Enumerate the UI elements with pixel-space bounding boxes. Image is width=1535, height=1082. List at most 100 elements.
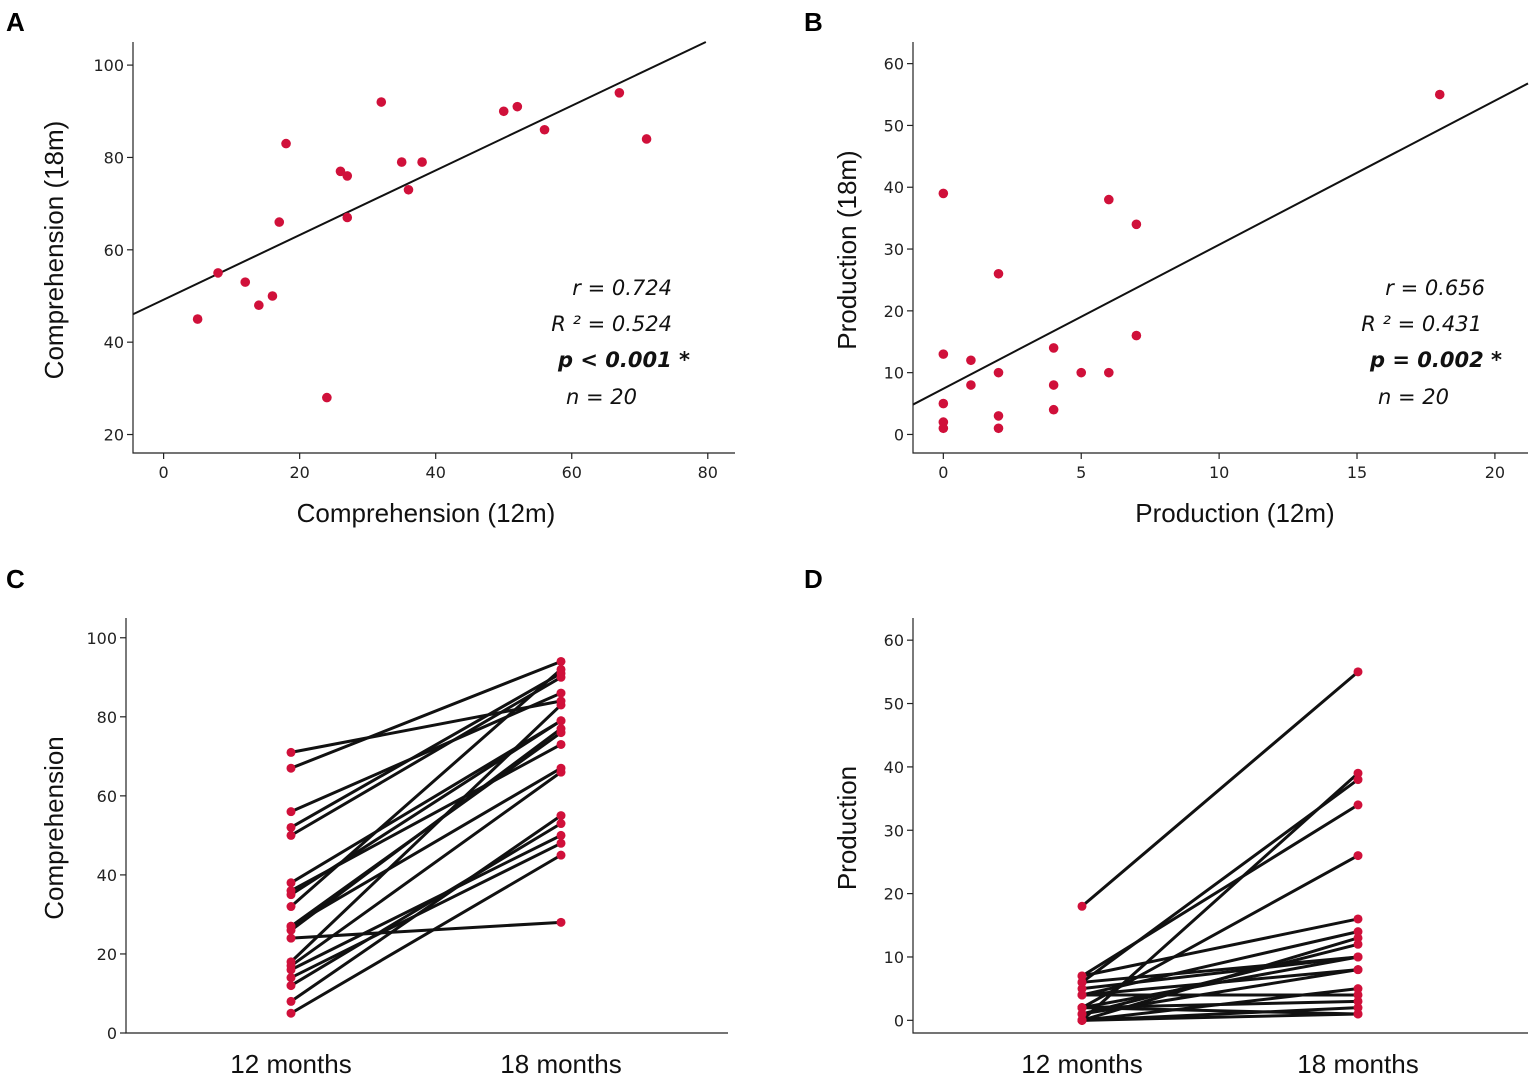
panel-d-category-12-months: 12 months (1021, 1049, 1142, 1079)
panel-d-point-18-months (1353, 914, 1363, 924)
panel-b-data-point (993, 268, 1004, 279)
panel-a-data-point (322, 392, 332, 403)
panel-b-data-point (993, 367, 1004, 378)
panel-d-y-tick-label: 30 (884, 821, 904, 840)
panel-b-data-point (993, 411, 1004, 421)
panel-b-points (938, 89, 1445, 434)
panel-d-point-12-months (1077, 971, 1087, 981)
panel-d-subject-line (1080, 670, 1360, 908)
panel-a-data-point (342, 212, 353, 223)
panel-d-subject-line (1080, 803, 1360, 978)
panel-b-n-stat: n = 20 (1378, 385, 1449, 409)
panel-c-point-18-months (556, 728, 566, 738)
panel-c-subject-line (289, 719, 563, 885)
panel-b-axes (912, 42, 1528, 454)
panel-d: D 0 10 20 30 40 50 60 12 months 18 months Prod… (804, 564, 1528, 1079)
panel-c-points (286, 656, 566, 1018)
panel-c-point-18-months (556, 688, 566, 698)
panel-b-y-tick-label: 20 (884, 302, 904, 321)
panel-b-data-point (938, 423, 949, 434)
panel-c-point-18-months (556, 917, 566, 927)
panel-a-data-point (267, 291, 278, 301)
panel-c-lines (289, 659, 563, 1015)
panel-b-data-point (993, 423, 1004, 434)
panel-c-y-tick-label: 100 (86, 629, 117, 648)
panel-c-point-12-months (286, 807, 296, 817)
panel-c-point-18-months (556, 850, 566, 860)
panel-b-data-point (1048, 380, 1059, 390)
panel-c-point-18-months (556, 838, 566, 848)
panel-b-data-point (938, 398, 949, 409)
panel-a-data-point (192, 314, 203, 324)
panel-letter-c: C (6, 564, 25, 594)
panel-c-point-18-months (556, 668, 566, 678)
panel-d-y-tick-label: 20 (884, 885, 904, 904)
panel-c: C 0 20 40 60 80 100 12 months 18 months Compr… (6, 564, 728, 1079)
panel-d-y-tick-label: 50 (884, 695, 904, 714)
panel-c-subject-line (289, 671, 563, 829)
panel-d-point-12-months (1077, 1003, 1087, 1013)
panel-c-subject-line (289, 742, 563, 893)
panel-b-data-point (1104, 367, 1114, 378)
panel-a-x-tick-label: 0 (159, 463, 169, 482)
panel-c-subject-line (289, 766, 563, 928)
panel-d-subject-line (1080, 917, 1360, 978)
panel-d-category-18-months: 18 months (1297, 1049, 1418, 1079)
panel-b-y-tick-label: 60 (884, 55, 904, 74)
panel-a-data-point (512, 101, 523, 112)
panel-b-x-tick-label: 10 (1209, 463, 1229, 482)
panel-b-y-tick-label: 50 (884, 116, 904, 135)
panel-b: B 0 10 20 30 40 50 60 0 5 10 15 20 Production (12m)… (804, 7, 1529, 528)
panel-d-subject-line (1080, 1006, 1360, 1016)
panel-c-point-12-months (286, 878, 296, 888)
panel-b-data-point (1131, 330, 1142, 341)
panel-a-y-tick-label: 100 (93, 56, 124, 75)
panel-a-data-point (498, 106, 509, 117)
panel-b-ticks: 0 10 20 30 40 50 60 0 5 10 15 20 (884, 55, 1505, 482)
panel-c-point-12-months (286, 1008, 296, 1018)
panel-b-data-point (966, 380, 976, 390)
panel-c-subject-line (289, 770, 563, 968)
panel-a-points (192, 87, 652, 403)
panel-c-point-18-months (556, 830, 566, 840)
panel-d-y-tick-label: 10 (884, 948, 904, 967)
panel-b-x-tick-label: 0 (938, 463, 948, 482)
panel-a-x-tick-label: 60 (562, 463, 582, 482)
panel-a-axes (132, 42, 735, 454)
panel-a-fit-layer (132, 41, 707, 316)
panel-b-x-axis-title: Production (12m) (1135, 498, 1334, 528)
panel-a-data-point (281, 138, 291, 149)
panel-c-subject-line (289, 920, 563, 940)
panel-c-point-18-months (556, 696, 566, 706)
panel-d-point-18-months (1353, 990, 1363, 1000)
panel-d-point-12-months (1077, 901, 1087, 911)
panel-b-r-stat: r = 0.656 (1385, 276, 1485, 300)
panel-c-point-12-months (286, 921, 296, 931)
panel-a-x-tick-label: 40 (426, 463, 446, 482)
panel-d-lines (1080, 670, 1360, 1022)
panel-b-y-tick-label: 30 (884, 240, 904, 259)
panel-d-point-18-months (1353, 933, 1363, 943)
panel-d-subject-line (1080, 942, 1360, 1016)
panel-a-y-axis-title: Comprehension (18m) (39, 121, 69, 380)
panel-a-ticks: 20 40 60 80 100 0 20 40 60 80 (93, 56, 718, 482)
panel-b-data-point (1131, 219, 1142, 230)
panel-c-point-18-months (556, 739, 566, 749)
panel-b-data-point (938, 349, 949, 359)
panel-c-point-12-months (286, 886, 296, 896)
panel-a-y-tick-label: 60 (104, 241, 124, 260)
panel-d-point-18-months (1353, 667, 1363, 677)
panel-a-y-tick-label: 80 (104, 148, 124, 167)
panel-c-subject-line (289, 699, 563, 754)
panel-d-y-axis-title: Production (832, 766, 862, 890)
panel-a-n-stat: n = 20 (566, 385, 637, 409)
panel-b-data-point (1076, 367, 1087, 378)
panel-a-p-stat: p < 0.001 * (557, 348, 690, 372)
panel-c-subject-line (289, 667, 563, 909)
panel-c-point-12-months (286, 981, 296, 991)
panel-c-subject-line (289, 659, 563, 770)
panel-c-point-12-months (286, 957, 296, 967)
panel-b-data-point (1048, 343, 1059, 353)
panel-c-y-tick-label: 60 (97, 787, 117, 806)
